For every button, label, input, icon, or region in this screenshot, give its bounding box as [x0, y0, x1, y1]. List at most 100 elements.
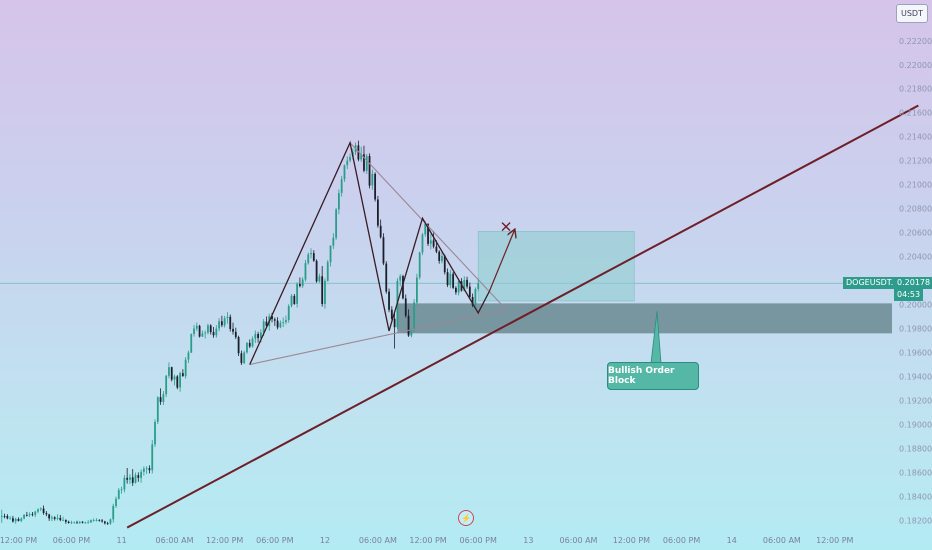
candle-body — [296, 283, 299, 304]
candle-body — [37, 509, 39, 512]
pattern-path — [249, 140, 490, 365]
candle-body — [427, 223, 429, 244]
candle-body — [145, 468, 148, 470]
candle-body — [59, 517, 62, 521]
price-tick-label: 0.20400 — [899, 253, 932, 262]
candle-body — [14, 518, 17, 522]
candle-body — [365, 156, 368, 171]
candle-body — [251, 338, 254, 347]
candle-body — [321, 276, 324, 304]
candle-body — [168, 367, 170, 376]
time-tick-label: 12:00 PM — [0, 536, 37, 545]
candle-body — [371, 173, 374, 186]
triangle-line — [249, 308, 507, 366]
zones-layer — [397, 231, 892, 334]
candle-body — [307, 254, 310, 264]
order-block-callout[interactable]: Bullish Order Block — [607, 362, 699, 390]
candle-body — [360, 154, 363, 160]
candle-body — [95, 520, 98, 521]
candle-body — [441, 255, 443, 262]
candle-body — [212, 332, 215, 336]
time-tick-label: 12:00 PM — [613, 536, 650, 545]
cross-marker — [501, 222, 511, 232]
candle-body — [31, 514, 34, 516]
time-axis[interactable]: 12:00 PM 06:00 PM 11 06:00 AM 12:00 PM 06:00 … — [0, 536, 854, 545]
candle-body — [39, 508, 42, 510]
price-tick-label: 0.21200 — [899, 157, 932, 166]
time-tick-label: 12:00 PM — [206, 536, 243, 545]
candle-body — [304, 263, 307, 280]
candle-body — [90, 520, 92, 523]
candle-body — [246, 342, 248, 353]
candle-body — [273, 319, 276, 321]
candle-body — [3, 516, 6, 517]
candle-body — [140, 471, 142, 478]
candle-body — [98, 519, 101, 521]
candle-body — [193, 328, 195, 335]
price-tick-label: 0.18600 — [899, 468, 932, 477]
price-tick-label: 0.18400 — [899, 492, 932, 501]
lightning-icon[interactable]: ⚡ — [458, 510, 474, 526]
time-tick-label: 06:00 AM — [156, 536, 194, 545]
candle-body — [62, 519, 64, 521]
candle-body — [48, 514, 51, 519]
price-tick-label: 0.19800 — [899, 325, 932, 334]
candle-body — [92, 520, 95, 521]
candle-body — [287, 306, 290, 321]
time-tick-label: 06:00 AM — [559, 536, 597, 545]
candle-body — [117, 490, 120, 499]
time-tick-label: 06:00 PM — [663, 536, 700, 545]
candle-body — [129, 477, 131, 480]
candle-body — [443, 255, 446, 273]
bar-countdown-label: 04:53 — [894, 289, 924, 302]
candle-body — [181, 373, 184, 377]
candle-body — [368, 156, 371, 186]
time-tick-label: 06:00 AM — [359, 536, 397, 545]
candle-body — [240, 353, 243, 364]
candle-body — [446, 272, 449, 286]
candle-body — [457, 281, 460, 293]
candle-body — [51, 517, 53, 519]
candle-body — [154, 421, 156, 445]
candle-body — [6, 515, 9, 519]
candle-body — [374, 173, 377, 200]
candle-body — [204, 332, 207, 334]
candle-body — [460, 281, 463, 291]
price-tick-label: 0.22000 — [899, 61, 932, 70]
candle-body — [137, 475, 140, 478]
candle-body — [170, 367, 173, 380]
price-tick-label: 0.22200 — [899, 37, 932, 46]
candle-body — [78, 521, 81, 524]
candle-body — [346, 160, 349, 166]
candle-body — [290, 295, 293, 306]
candle-body — [318, 276, 321, 282]
quote-currency-button[interactable]: USDT — [896, 4, 928, 23]
price-tick-label: 0.20600 — [899, 229, 932, 238]
candle-body — [312, 253, 315, 261]
candle-body — [28, 514, 31, 516]
candle-body — [42, 508, 45, 513]
candle-body — [474, 288, 477, 305]
candle-body — [382, 237, 385, 264]
last-price-label: 0.20178 — [894, 277, 932, 290]
candle-body — [262, 321, 265, 333]
candle-body — [455, 287, 457, 293]
drawings-layer — [126, 104, 919, 529]
time-tick-label: 14 — [727, 536, 737, 545]
candle-body — [176, 376, 179, 388]
price-tick-label: 0.20000 — [899, 301, 932, 310]
candle-body — [201, 333, 204, 337]
candle-body — [45, 513, 48, 515]
candle-body — [53, 517, 56, 519]
candle-body — [310, 253, 312, 255]
candle-body — [162, 394, 165, 402]
candle-body — [285, 320, 287, 323]
candle-body — [20, 518, 23, 521]
price-axis[interactable]: 0.22200 0.22000 0.21800 0.21600 0.21400 0.212… — [899, 37, 932, 526]
candle-body — [438, 251, 441, 261]
symbol-price-label: DOGEUSDT.P — [843, 277, 902, 290]
candle-body — [226, 316, 229, 319]
candle-body — [229, 316, 232, 330]
candle-body — [115, 498, 117, 507]
